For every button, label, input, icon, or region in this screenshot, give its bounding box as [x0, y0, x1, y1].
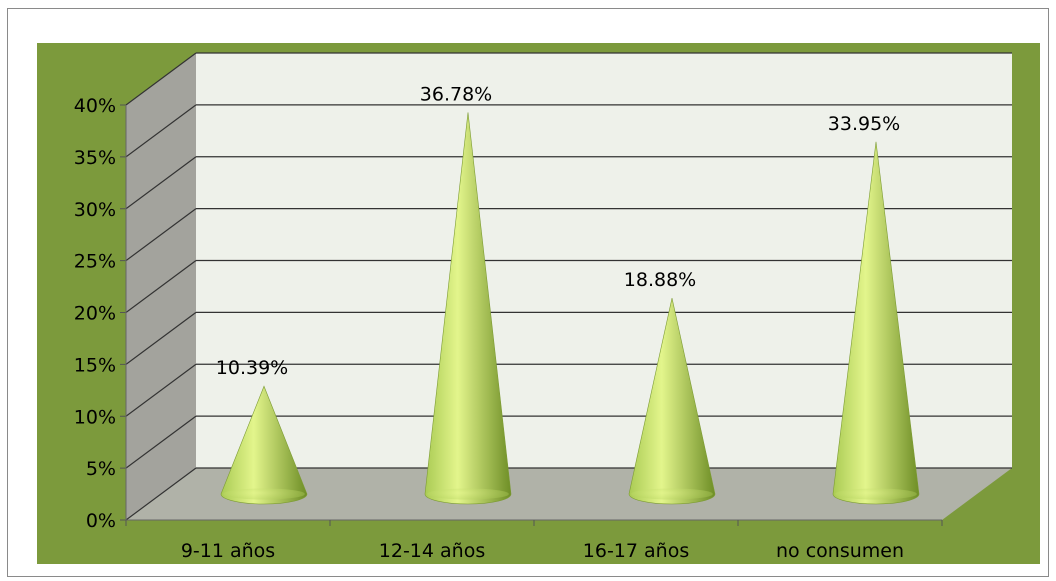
- y-tick-label: 35%: [74, 147, 116, 169]
- category-label: no consumen: [776, 540, 904, 562]
- cone-bar: [832, 141, 920, 505]
- gridline-side: [125, 52, 197, 106]
- cone-base-highlight: [835, 488, 917, 500]
- gridline-side: [125, 467, 197, 521]
- y-tick-label: 25%: [74, 251, 116, 273]
- floor: [126, 468, 1012, 520]
- gridline-side: [125, 415, 197, 469]
- y-tick-label: 0%: [86, 510, 116, 532]
- cone-body: [220, 385, 308, 505]
- gridline-side: [125, 363, 197, 417]
- category-label: 9-11 años: [181, 540, 275, 562]
- gridline-side: [125, 311, 197, 365]
- gridline-side: [125, 156, 197, 210]
- gridline-side: [125, 104, 197, 158]
- category-label: 12-14 años: [379, 540, 485, 562]
- data-label: 18.88%: [624, 269, 696, 291]
- gridline-side: [125, 208, 197, 262]
- y-tick-label: 20%: [74, 303, 116, 325]
- cone-chart: 0% 5% 10% 15% 20% 25% 30% 35% 40% 9-11 años 12-14…: [37, 43, 1040, 564]
- data-label: 36.78%: [420, 83, 492, 105]
- cone-body: [832, 141, 920, 505]
- y-tick-label: 15%: [74, 354, 116, 376]
- cone-base-highlight: [223, 488, 305, 500]
- data-label: 10.39%: [216, 357, 288, 379]
- y-tick-label: 10%: [74, 406, 116, 428]
- chart-frame: 0% 5% 10% 15% 20% 25% 30% 35% 40% 9-11 años 12-14…: [7, 8, 1049, 577]
- cones: [220, 112, 920, 505]
- cone-base-highlight: [427, 488, 509, 500]
- x-axis: 9-11 años 12-14 años 16-17 años no consumen: [125, 519, 943, 562]
- data-labels: 10.39% 36.78% 18.88% 33.95%: [216, 83, 900, 379]
- gridline-side: [125, 260, 197, 313]
- y-tick-label: 30%: [74, 199, 116, 221]
- cone-bar: [424, 112, 512, 505]
- y-tick-label: 5%: [86, 458, 116, 480]
- cone-body: [424, 112, 512, 505]
- y-tick-label: 40%: [74, 95, 116, 117]
- category-label: 16-17 años: [583, 540, 689, 562]
- cone-body: [628, 298, 716, 505]
- cone-base-highlight: [631, 488, 713, 500]
- y-axis: 0% 5% 10% 15% 20% 25% 30% 35% 40%: [74, 95, 127, 532]
- cone-bar: [220, 385, 308, 505]
- cone-bar: [628, 298, 716, 505]
- data-label: 33.95%: [828, 113, 900, 135]
